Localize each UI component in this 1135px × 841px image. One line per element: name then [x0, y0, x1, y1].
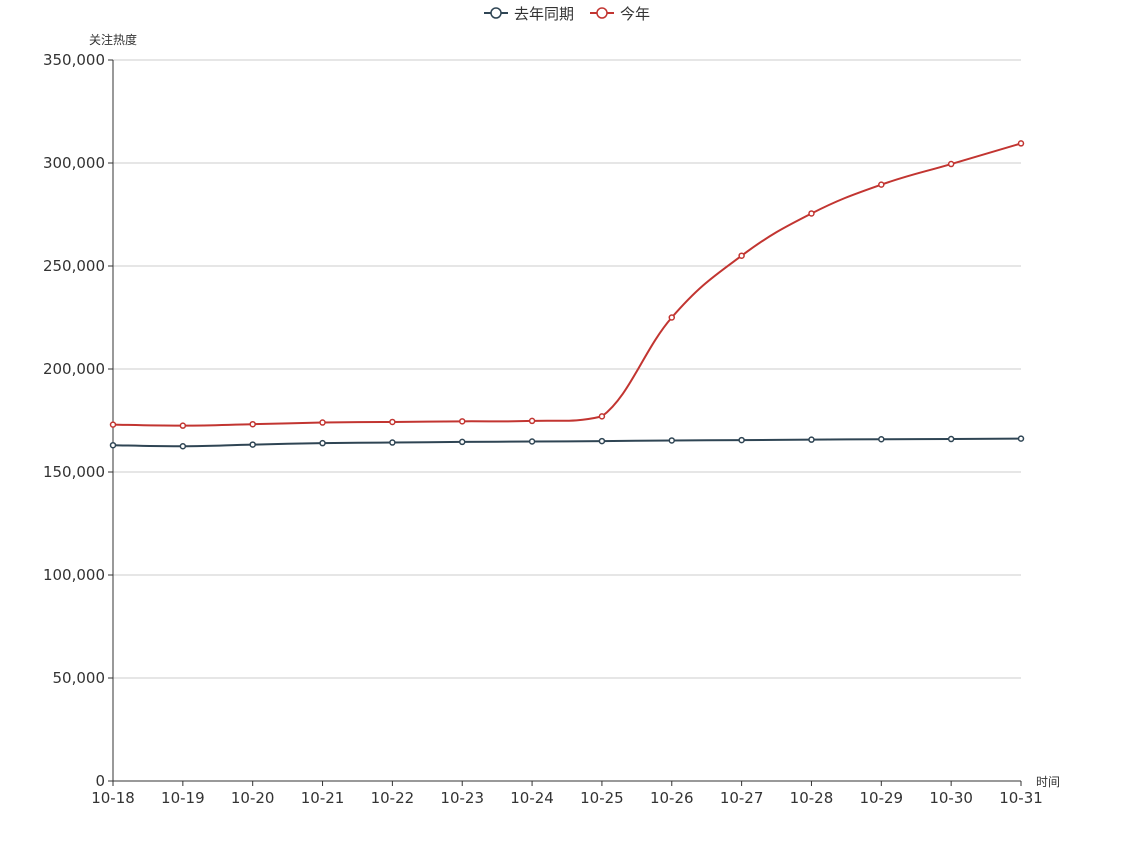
data-point[interactable] — [878, 435, 885, 443]
x-tick-label: 10-20 — [231, 789, 275, 807]
y-axis-name: 关注热度 — [89, 32, 137, 47]
data-point[interactable] — [668, 437, 676, 444]
data-point[interactable] — [947, 435, 955, 443]
series-this-year — [109, 140, 1025, 429]
data-point[interactable] — [738, 252, 745, 259]
x-tick-label: 10-25 — [580, 789, 624, 807]
y-tick-label: 250,000 — [43, 257, 105, 275]
y-tick-label: 50,000 — [53, 669, 106, 687]
data-point[interactable] — [598, 437, 606, 445]
data-point[interactable] — [249, 441, 256, 448]
x-tick-label: 10-19 — [161, 789, 205, 807]
data-point[interactable] — [458, 418, 466, 425]
data-point[interactable] — [389, 418, 396, 426]
legend-item-last-year[interactable]: 去年同期 — [484, 5, 574, 23]
data-point[interactable] — [458, 438, 466, 446]
legend[interactable]: 去年同期 今年 — [484, 5, 650, 23]
data-point[interactable] — [528, 438, 536, 445]
data-point[interactable] — [1017, 140, 1025, 147]
data-point[interactable] — [598, 413, 606, 420]
legend-marker-last-year — [490, 7, 502, 19]
x-tick-label: 10-30 — [929, 789, 973, 807]
data-point[interactable] — [109, 441, 117, 449]
data-point[interactable] — [1017, 435, 1025, 442]
data-point[interactable] — [738, 436, 745, 444]
legend-label-this-year: 今年 — [620, 5, 650, 23]
data-point[interactable] — [528, 417, 536, 425]
y-tick-label: 100,000 — [43, 566, 105, 584]
legend-item-this-year[interactable]: 今年 — [590, 5, 650, 23]
data-point[interactable] — [249, 420, 256, 428]
data-point[interactable] — [179, 443, 187, 450]
data-point[interactable] — [808, 436, 815, 443]
x-tick-label: 10-21 — [301, 789, 345, 807]
data-point[interactable] — [389, 439, 396, 446]
x-tick-label: 10-28 — [790, 789, 834, 807]
data-point[interactable] — [808, 210, 815, 217]
x-tick-label: 10-26 — [650, 789, 694, 807]
data-point[interactable] — [878, 181, 885, 188]
x-tick-label: 10-24 — [510, 789, 554, 807]
data-point[interactable] — [668, 314, 676, 321]
x-tick-label: 10-18 — [91, 789, 135, 807]
y-tick-label: 350,000 — [43, 51, 105, 69]
series-last-year — [109, 435, 1025, 450]
y-tick-label: 300,000 — [43, 154, 105, 172]
y-tick-label: 150,000 — [43, 463, 105, 481]
x-tick-label: 10-27 — [720, 789, 764, 807]
data-point[interactable] — [947, 160, 955, 168]
series-line — [112, 437, 1022, 448]
x-tick-label: 10-23 — [440, 789, 484, 807]
data-point[interactable] — [319, 419, 326, 426]
y-tick-label: 200,000 — [43, 360, 105, 378]
series-line — [112, 142, 1022, 427]
data-point[interactable] — [319, 439, 326, 447]
x-axis-name: 时间 — [1036, 775, 1060, 789]
data-point[interactable] — [179, 422, 187, 429]
y-tick-label: 0 — [95, 772, 105, 790]
axes: 0 50,000 100,000 150,000 200,000 250,000 300,0… — [43, 51, 1043, 807]
x-tick-label: 10-22 — [371, 789, 415, 807]
data-point[interactable] — [109, 421, 117, 428]
legend-marker-this-year — [596, 7, 608, 19]
x-tick-label: 10-29 — [860, 789, 904, 807]
x-tick-label: 10-31 — [999, 789, 1043, 807]
grid-lines — [113, 59, 1021, 679]
legend-label-last-year: 去年同期 — [514, 5, 574, 23]
series-layer — [109, 140, 1025, 450]
